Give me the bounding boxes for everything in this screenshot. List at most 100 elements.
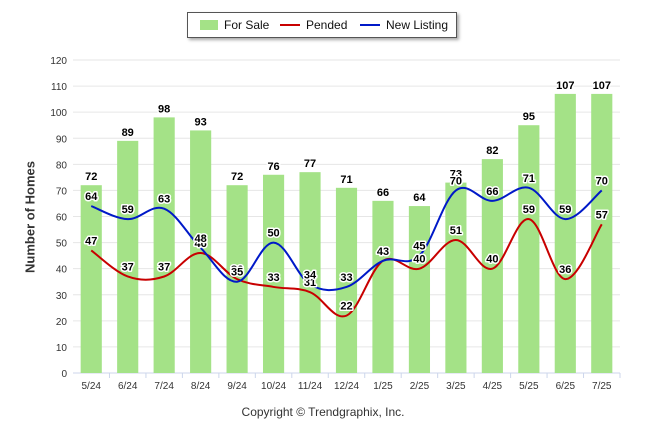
data-label-new-listing: 70 [450, 175, 462, 187]
data-label-pended: 40 [413, 254, 425, 266]
data-label-new-listing: 33 [340, 272, 352, 284]
bar-for-sale [445, 182, 467, 373]
legend-swatch-new-listing [360, 24, 380, 26]
bar-for-sale [408, 206, 431, 373]
x-tick-label: 1/25 [373, 381, 393, 392]
data-label-new-listing: 45 [413, 241, 425, 253]
y-tick-label: 80 [56, 160, 68, 171]
credits: Copyright © Trendgraphix, Inc. [241, 405, 405, 419]
data-label-new-listing: 66 [486, 186, 498, 198]
data-label-new-listing: 50 [267, 228, 279, 240]
legend-item-for-sale[interactable]: For Sale [200, 18, 269, 32]
y-tick-label: 100 [50, 108, 67, 119]
bar-for-sale [153, 117, 175, 373]
y-tick-label: 30 [56, 291, 68, 302]
data-label-pended: 51 [450, 225, 462, 237]
y-tick-label: 10 [56, 343, 68, 354]
x-tick-label: 6/25 [556, 381, 576, 392]
bar-for-sale [190, 130, 212, 373]
bar-for-sale [518, 125, 540, 373]
data-label-pended: 37 [122, 261, 134, 273]
data-label-new-listing: 71 [523, 173, 535, 185]
x-tick-label: 5/24 [81, 381, 101, 392]
data-label-for-sale: 76 [267, 161, 279, 173]
x-tick-label: 5/25 [519, 381, 539, 392]
x-tick-label: 7/25 [592, 381, 612, 392]
y-tick-label: 40 [56, 265, 68, 276]
data-label-new-listing: 48 [195, 233, 207, 245]
bar-for-sale [299, 172, 321, 373]
data-label-new-listing: 35 [231, 267, 243, 279]
legend-item-new-listing[interactable]: New Listing [360, 18, 448, 32]
data-label-for-sale: 93 [195, 116, 207, 128]
y-tick-label: 90 [56, 134, 68, 145]
x-tick-label: 10/24 [261, 381, 286, 392]
x-tick-label: 8/24 [191, 381, 211, 392]
x-tick-label: 11/24 [298, 381, 323, 392]
data-label-for-sale: 82 [486, 145, 498, 157]
x-tick-label: 6/24 [118, 381, 138, 392]
bar-for-sale [554, 93, 576, 374]
data-label-for-sale: 71 [340, 174, 352, 186]
bar-for-sale [372, 200, 394, 373]
data-label-for-sale: 73 [450, 169, 462, 181]
data-label-new-listing: 43 [377, 246, 389, 258]
legend-item-pended[interactable]: Pended [280, 18, 347, 32]
y-tick-label: 70 [56, 186, 68, 197]
data-label-for-sale: 72 [231, 171, 243, 183]
data-label-for-sale: 95 [523, 111, 535, 123]
data-label-for-sale: 64 [413, 192, 426, 204]
data-label-new-listing: 34 [304, 269, 317, 281]
legend-swatch-for-sale [200, 20, 218, 30]
data-label-for-sale: 77 [304, 158, 316, 170]
data-label-for-sale: 107 [593, 80, 611, 92]
bar-for-sale [80, 185, 102, 373]
series-line-pended [90, 218, 603, 318]
bar-for-sale [335, 187, 358, 373]
data-label-for-sale: 107 [556, 80, 574, 92]
data-label-pended: 59 [523, 204, 535, 216]
bar-for-sale [117, 140, 139, 373]
data-label-pended: 36 [231, 264, 243, 276]
data-label-pended: 36 [559, 264, 571, 276]
legend-label-pended: Pended [306, 18, 348, 32]
legend-label-for-sale: For Sale [224, 18, 270, 32]
data-label-for-sale: 98 [158, 103, 170, 115]
bar-for-sale [591, 93, 613, 374]
data-label-new-listing: 64 [85, 191, 98, 203]
y-tick-label: 50 [56, 239, 68, 250]
data-label-pended: 57 [596, 209, 608, 221]
data-label-pended: 46 [195, 238, 207, 250]
x-tick-label: 7/24 [154, 381, 174, 392]
data-label-pended: 37 [158, 261, 170, 273]
data-label-for-sale: 66 [377, 187, 389, 199]
data-label-pended: 40 [486, 254, 498, 266]
data-label-pended: 31 [304, 277, 316, 289]
x-tick-label: 3/25 [446, 381, 466, 392]
x-tick-label: 9/24 [227, 381, 247, 392]
data-label-pended: 33 [267, 272, 279, 284]
data-label-new-listing: 59 [559, 204, 571, 216]
data-label-pended: 22 [340, 301, 352, 313]
y-tick-label: 120 [50, 56, 67, 67]
x-tick-label: 12/24 [334, 381, 359, 392]
data-label-pended: 43 [377, 246, 389, 258]
bar-for-sale [262, 174, 285, 373]
legend-swatch-pended [280, 24, 300, 26]
data-label-for-sale: 72 [85, 171, 97, 183]
data-label-for-sale: 89 [122, 127, 134, 139]
y-tick-label: 20 [56, 317, 68, 328]
y-tick-label: 0 [61, 369, 67, 380]
bar-for-sale [481, 159, 503, 373]
x-tick-label: 2/25 [410, 381, 430, 392]
series-line-new-listing [90, 186, 603, 292]
data-label-new-listing: 70 [596, 175, 608, 187]
legend-label-new-listing: New Listing [386, 18, 449, 32]
x-tick-label: 4/25 [483, 381, 503, 392]
legend: For Sale Pended New Listing [187, 12, 457, 38]
data-label-pended: 47 [85, 235, 97, 247]
data-label-new-listing: 63 [158, 194, 170, 206]
y-tick-label: 110 [51, 82, 67, 93]
data-label-new-listing: 59 [122, 204, 134, 216]
